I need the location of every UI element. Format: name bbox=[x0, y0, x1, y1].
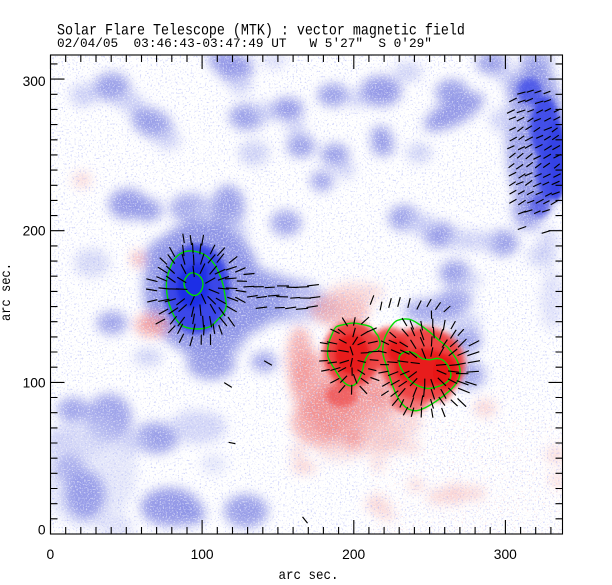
svg-text:0: 0 bbox=[47, 547, 55, 562]
svg-text:100: 100 bbox=[23, 376, 46, 391]
svg-text:Solar Flare Telescope (MTK) :: Solar Flare Telescope (MTK) : vector mag… bbox=[57, 22, 465, 39]
svg-text:0: 0 bbox=[38, 523, 46, 538]
svg-text:300: 300 bbox=[23, 74, 46, 89]
svg-text:200: 200 bbox=[342, 547, 365, 562]
svg-text:arc sec.: arc sec. bbox=[0, 263, 15, 321]
svg-text:arc sec.: arc sec. bbox=[279, 569, 339, 584]
svg-text:200: 200 bbox=[23, 224, 46, 239]
svg-text:300: 300 bbox=[494, 547, 517, 562]
svg-text:02/04/05 03:46:43-03:47:49 UT: 02/04/05 03:46:43-03:47:49 UT W 5'27" S … bbox=[57, 36, 432, 51]
svg-text:100: 100 bbox=[191, 547, 214, 562]
